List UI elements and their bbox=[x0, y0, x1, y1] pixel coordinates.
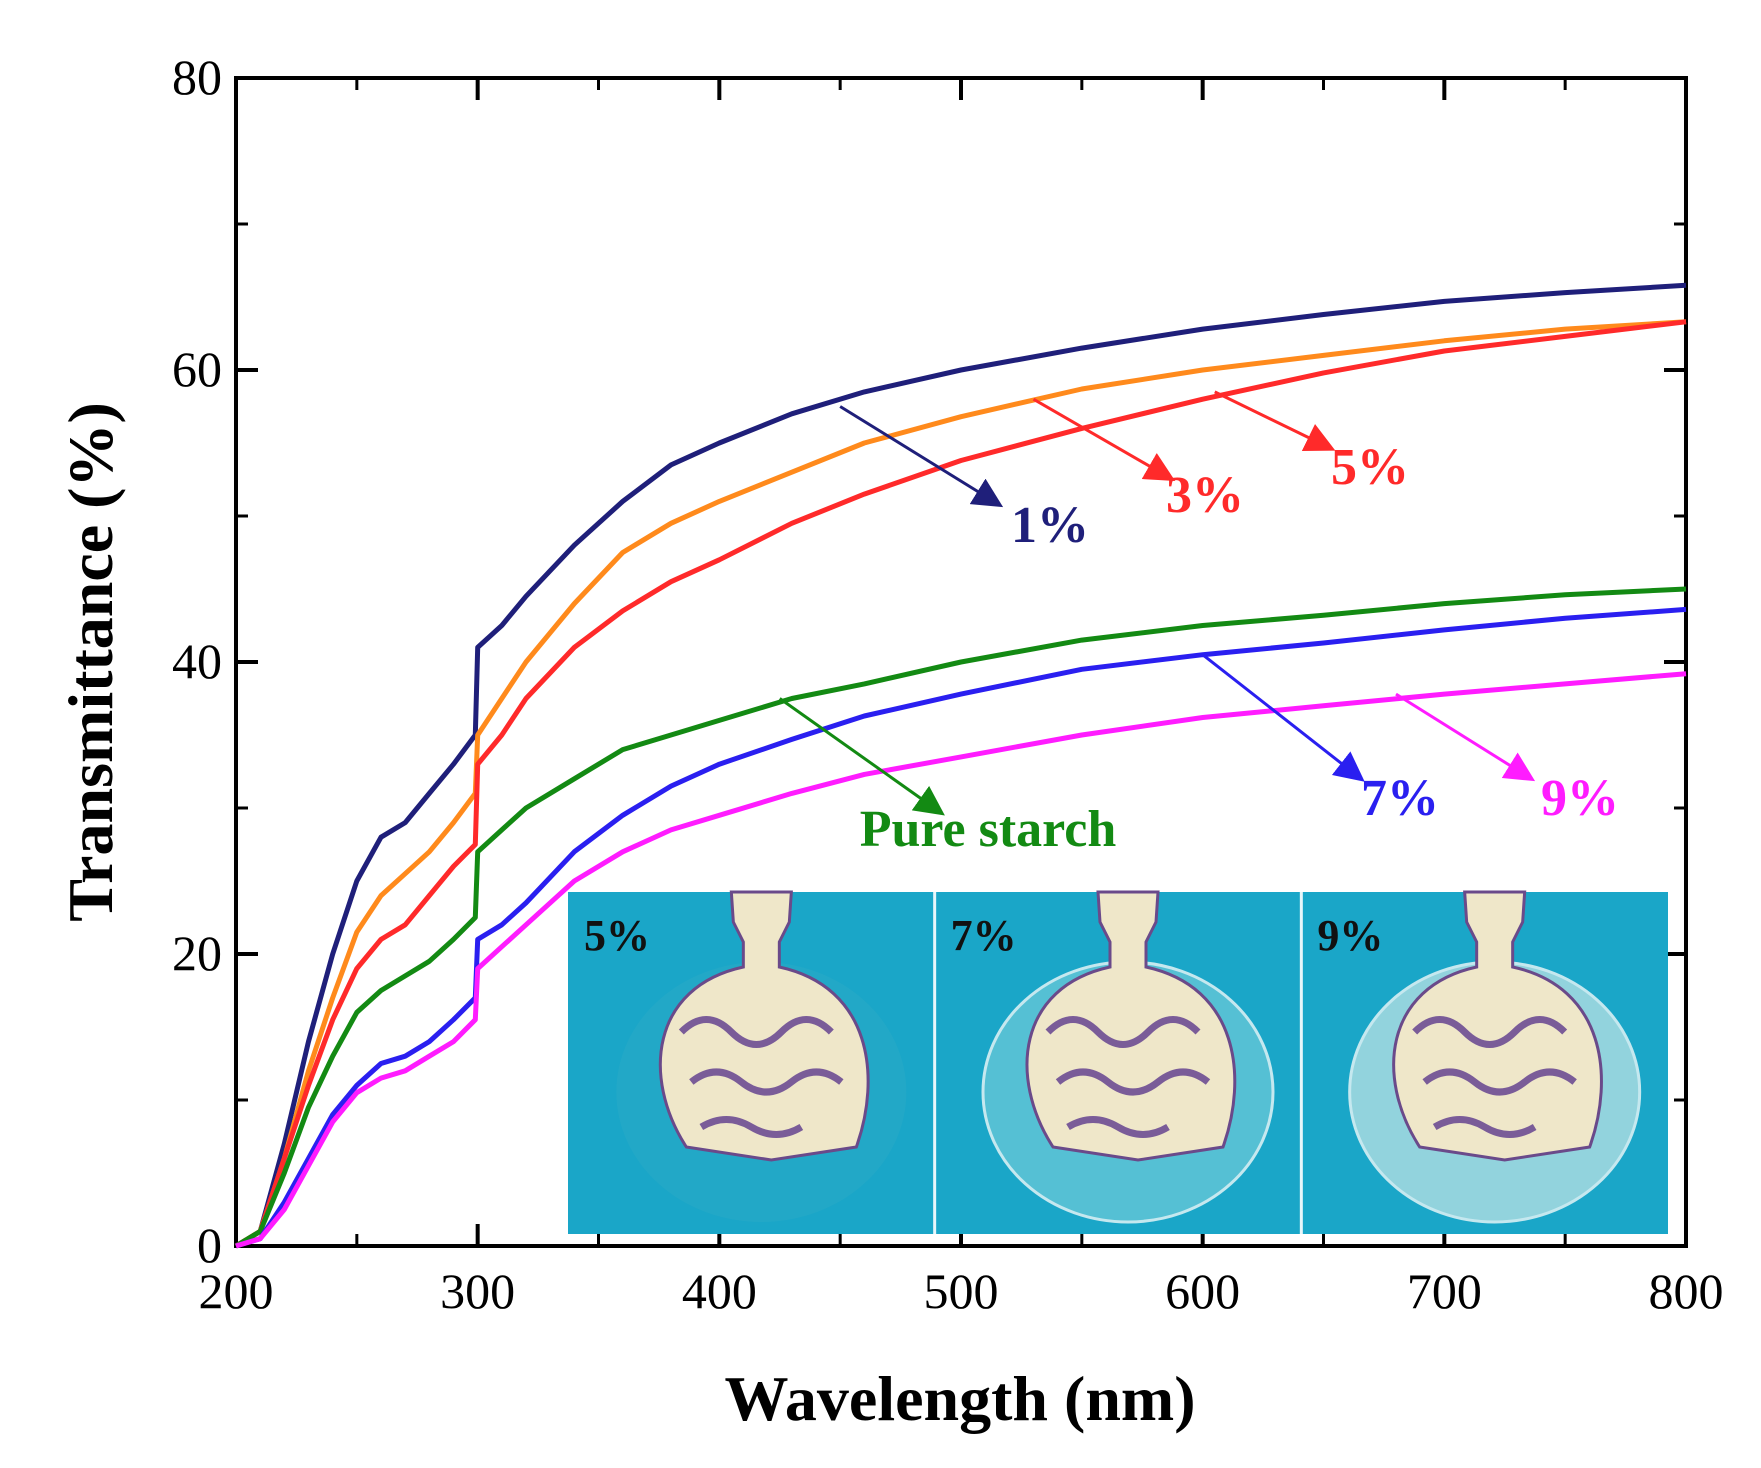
annotation-label: 3% bbox=[1166, 467, 1244, 524]
x-tick-label: 200 bbox=[199, 1263, 274, 1319]
series-line-1 bbox=[234, 282, 1687, 1249]
y-axis-title: Transmittance (%) bbox=[55, 402, 126, 922]
x-tick-label: 500 bbox=[924, 1263, 999, 1319]
annotation-arrow bbox=[778, 697, 945, 816]
vase-picture bbox=[658, 890, 870, 1162]
series-line-3 bbox=[234, 319, 1687, 1249]
dragon-pattern bbox=[678, 1016, 844, 1138]
inset-panel-label: 7% bbox=[951, 911, 1017, 960]
annotation-label: 5% bbox=[1331, 439, 1409, 496]
x-tick-label: 700 bbox=[1407, 1263, 1482, 1319]
annotation-label: 1% bbox=[1011, 497, 1089, 554]
series-line-pure-starch bbox=[234, 586, 1687, 1249]
x-tick-label: 800 bbox=[1649, 1263, 1724, 1319]
dragon-pattern bbox=[1045, 1016, 1211, 1138]
vase-picture bbox=[1392, 890, 1603, 1162]
y-tick-label: 80 bbox=[172, 49, 222, 105]
axis-ticks: 200 300 400 500 600 700 800 0 20 40 60 80 bbox=[172, 49, 1724, 1319]
inset-panel-label: 5% bbox=[584, 911, 650, 960]
annotation-label: 9% bbox=[1541, 770, 1619, 827]
annotation-arrow bbox=[1214, 390, 1336, 451]
y-tick-label: 20 bbox=[172, 925, 222, 981]
annotation-label: Pure starch bbox=[860, 801, 1117, 858]
inset-photos: 5% 7% 9% bbox=[568, 890, 1668, 1234]
dragon-pattern bbox=[1412, 1016, 1577, 1138]
x-axis-title: Wavelength (nm) bbox=[724, 1363, 1195, 1434]
y-tick-label: 60 bbox=[172, 341, 222, 397]
annotation-label: 7% bbox=[1361, 770, 1439, 827]
x-tick-label: 300 bbox=[440, 1263, 515, 1319]
series-annotations: 1% 3% 5% Pure starch 7% 9% bbox=[778, 390, 1619, 858]
annotation-arrow bbox=[1201, 653, 1365, 782]
series-line-9 bbox=[235, 671, 1687, 1249]
y-tick-label: 40 bbox=[172, 633, 222, 689]
series-line-7 bbox=[235, 606, 1687, 1249]
inset-panel-label: 9% bbox=[1317, 911, 1383, 960]
vase-picture bbox=[1025, 890, 1237, 1162]
annotation-arrow bbox=[1395, 692, 1536, 782]
x-tick-label: 600 bbox=[1165, 1263, 1240, 1319]
annotation-arrow bbox=[1032, 397, 1176, 481]
x-tick-label: 400 bbox=[682, 1263, 757, 1319]
inset-panel: 7% bbox=[933, 890, 1275, 1234]
series-line-5 bbox=[234, 319, 1687, 1249]
y-tick-label: 0 bbox=[197, 1217, 222, 1273]
inset-panel: 9% bbox=[1299, 890, 1642, 1234]
series-lines bbox=[234, 282, 1687, 1249]
inset-panel: 5% bbox=[584, 890, 907, 1222]
annotation-arrow bbox=[839, 405, 1004, 508]
